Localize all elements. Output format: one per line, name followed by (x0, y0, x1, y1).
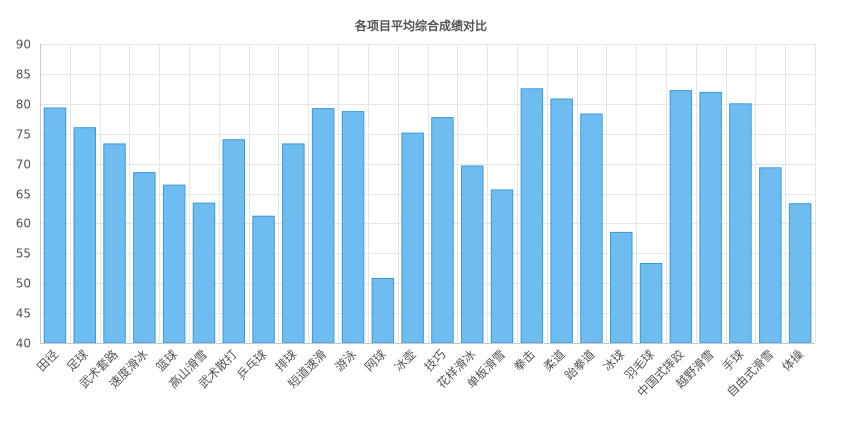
bar[interactable] (610, 231, 633, 344)
bar[interactable] (73, 127, 96, 344)
x-tick-label: 冰壶 (391, 347, 419, 375)
bar[interactable] (639, 263, 663, 344)
bar[interactable] (43, 107, 67, 344)
grid (40, 44, 816, 344)
bar[interactable] (162, 184, 186, 344)
axes (40, 44, 815, 344)
bar[interactable] (133, 172, 156, 344)
bar[interactable] (252, 215, 275, 344)
bar[interactable] (729, 103, 752, 344)
x-tick-label: 拳击 (510, 347, 538, 375)
x-tick-label: 跆拳道 (561, 347, 597, 383)
x-tick-label: 游泳 (332, 347, 359, 374)
y-tick-label: 75 (16, 128, 31, 142)
y-tick-label: 70 (16, 158, 31, 172)
bar[interactable] (371, 277, 395, 344)
bar[interactable] (311, 108, 335, 344)
bar[interactable] (192, 202, 216, 344)
y-tick-label: 65 (16, 188, 31, 202)
bar[interactable] (103, 143, 126, 344)
bar[interactable] (461, 165, 484, 344)
bar[interactable] (222, 139, 245, 344)
y-tick-label: 50 (16, 277, 31, 291)
y-tick-label: 90 (16, 38, 31, 52)
bar[interactable] (550, 98, 573, 344)
bar[interactable] (759, 167, 782, 344)
y-tick-label: 60 (16, 217, 31, 231)
bar[interactable] (341, 111, 365, 344)
x-tick-label: 乒乓球 (234, 347, 269, 382)
chart-title: 各项目平均综合成绩对比 (354, 19, 487, 33)
bar[interactable] (669, 90, 693, 344)
y-tick-label: 40 (16, 337, 31, 351)
x-tick-label: 网球 (362, 347, 389, 374)
bar[interactable] (431, 117, 454, 344)
y-tick-label: 45 (16, 307, 31, 321)
bar[interactable] (699, 91, 722, 344)
bars (43, 88, 812, 344)
bar[interactable] (788, 203, 812, 344)
bar[interactable] (401, 132, 424, 344)
x-tick-label: 体操 (779, 347, 807, 375)
bar[interactable] (282, 143, 305, 344)
y-tick-label: 80 (16, 98, 31, 112)
x-tick-label: 田径 (34, 347, 61, 374)
y-tick-label: 55 (16, 247, 31, 261)
y-axis-ticks: 40 45 50 55 60 65 70 75 80 85 90 (16, 38, 31, 351)
bar[interactable] (580, 113, 603, 344)
bar[interactable] (490, 189, 514, 344)
bar[interactable] (520, 88, 544, 344)
y-tick-label: 85 (16, 68, 31, 82)
